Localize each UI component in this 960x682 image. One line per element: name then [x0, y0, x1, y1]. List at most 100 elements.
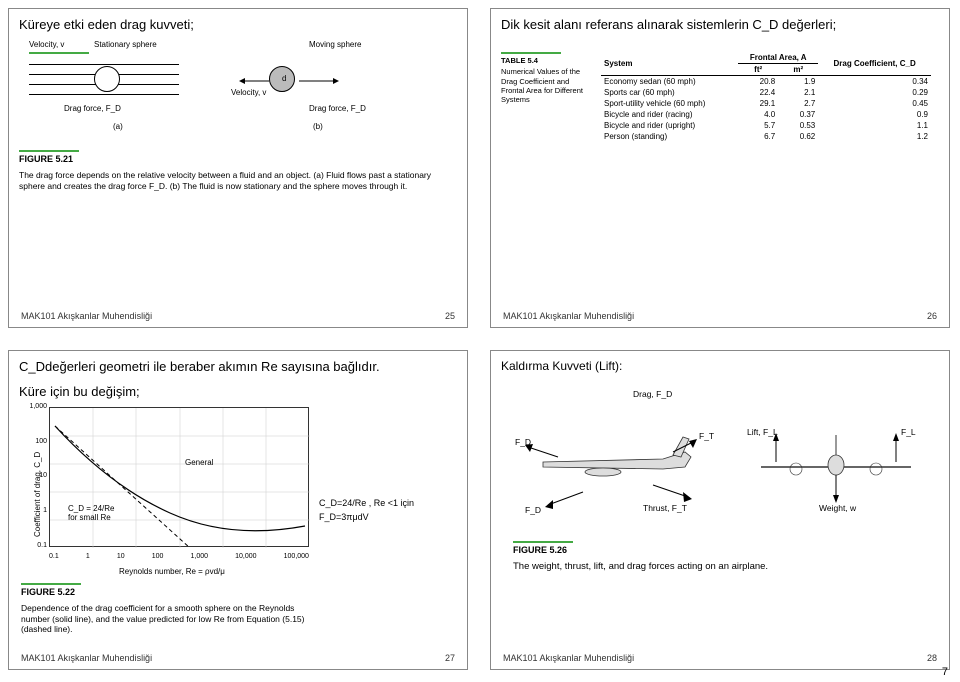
figure526-caption: The weight, thrust, lift, and drag force… — [513, 561, 939, 573]
x-tick: 10 — [117, 553, 125, 560]
y-tick: 100 — [21, 438, 47, 445]
plane-side: Drag, F_D F_D F_T F_D Thrust, F_T — [513, 397, 723, 527]
cell-m2: 0.53 — [778, 120, 818, 131]
footer-text-28: MAK101 Akışkanlar Muhendisliği — [503, 653, 634, 663]
figure526-label: FIGURE 5.26 — [513, 545, 567, 555]
y-tick: 1 — [21, 507, 47, 514]
slide-28: Kaldırma Kuvveti (Lift): Drag, F_D F_D — [490, 350, 950, 670]
th-cd: Drag Coefficient, C_D — [818, 52, 931, 76]
arrow-velocity-icon — [239, 78, 269, 84]
formula-fd: F_D=3πμdV — [319, 511, 414, 525]
slide26-footer: MAK101 Akışkanlar Muhendisliği 26 — [503, 311, 937, 321]
figure521-caption: The drag force depends on the relative v… — [19, 170, 457, 191]
ft-right: F_T — [699, 431, 714, 441]
formula-cd: C_D=24/Re , Re <1 için — [319, 497, 414, 511]
plane-front: Lift, F_L F_L Weight, w — [741, 397, 931, 527]
x-tick: 0.1 — [49, 553, 59, 560]
table-row: Economy sedan (60 mph)20.81.90.34 — [601, 75, 931, 87]
drag-diagram: Velocity, v Stationary sphere Drag force… — [29, 42, 457, 132]
th-system: System — [601, 52, 738, 76]
stationary-label: Stationary sphere — [94, 40, 157, 49]
table-row: Sports car (60 mph)22.42.10.29 — [601, 87, 931, 98]
drag-force-b: Drag force, F_D — [309, 104, 366, 113]
slide-26: Dik kesit alanı referans alınarak sistem… — [490, 8, 950, 328]
y-tick: 1,000 — [21, 403, 47, 410]
drag-label: Drag, F_D — [633, 389, 672, 399]
fd-bottom: F_D — [525, 505, 541, 515]
cell-cd: 0.34 — [818, 75, 931, 87]
legend-lowre: C_D = 24/Re for small Re — [68, 504, 114, 522]
cell-system: Sports car (60 mph) — [601, 87, 738, 98]
footer-text-27: MAK101 Akışkanlar Muhendisliği — [21, 653, 152, 663]
cell-ft2: 4.0 — [738, 109, 778, 120]
part-b-label: (b) — [313, 122, 323, 131]
table54-text: Numerical Values of the Drag Coefficient… — [501, 67, 583, 104]
velocity-b: Velocity, v — [231, 88, 266, 97]
footer-text-26: MAK101 Akışkanlar Muhendisliği — [503, 311, 634, 321]
cell-m2: 1.9 — [778, 75, 818, 87]
cell-cd: 0.45 — [818, 98, 931, 109]
cell-cd: 1.1 — [818, 120, 931, 131]
x-tick: 100 — [152, 553, 164, 560]
slide25-num: 25 — [445, 311, 455, 321]
weight-label: Weight, w — [819, 503, 856, 513]
th-ft2: ft² — [738, 63, 778, 75]
part-a-label: (a) — [113, 122, 123, 131]
cell-system: Person (standing) — [601, 131, 738, 142]
thrust-label: Thrust, F_T — [643, 503, 687, 513]
table-row: Bicycle and rider (upright)5.70.531.1 — [601, 120, 931, 131]
slide28-title: Kaldırma Kuvveti (Lift): — [501, 359, 939, 373]
slide26-title: Dik kesit alanı referans alınarak sistem… — [501, 17, 939, 34]
cell-system: Economy sedan (60 mph) — [601, 75, 738, 87]
fl-label: F_L — [901, 427, 916, 437]
slide27-title: C_Ddeğerleri geometri ile beraber akımın… — [19, 359, 457, 376]
cell-m2: 2.1 — [778, 87, 818, 98]
drag-force-a: Drag force, F_D — [64, 104, 121, 113]
cell-ft2: 29.1 — [738, 98, 778, 109]
cell-system: Bicycle and rider (racing) — [601, 109, 738, 120]
page-number: 7 — [924, 666, 948, 678]
cell-ft2: 22.4 — [738, 87, 778, 98]
cd-re-chart: General C_D = 24/Re for small Re — [49, 407, 309, 547]
chart-svg — [50, 408, 310, 548]
cell-cd: 1.2 — [818, 131, 931, 142]
cell-system: Sport-utility vehicle (60 mph) — [601, 98, 738, 109]
table-row: Person (standing)6.70.621.2 — [601, 131, 931, 142]
th-frontal: Frontal Area, A — [738, 52, 818, 64]
x-axis-label: Reynolds number, Re = ρvd/μ — [119, 567, 225, 576]
legend-general: General — [185, 458, 213, 467]
moving-sphere-box: Moving sphere d Velocity, v Drag force, … — [229, 42, 409, 132]
fd-left: F_D — [515, 437, 531, 447]
cell-ft2: 6.7 — [738, 131, 778, 142]
moving-label: Moving sphere — [309, 40, 361, 49]
cell-ft2: 5.7 — [738, 120, 778, 131]
table54: TABLE 5.4 Numerical Values of the Drag C… — [501, 52, 939, 142]
cell-ft2: 20.8 — [738, 75, 778, 87]
x-ticks: 0.11101001,00010,000100,000 — [49, 553, 309, 560]
table54-label: TABLE 5.4 — [501, 56, 591, 65]
cell-m2: 0.62 — [778, 131, 818, 142]
velocity-label-a: Velocity, v — [29, 40, 64, 49]
slide27-num: 27 — [445, 653, 455, 663]
figure522-caption: Dependence of the drag coefficient for a… — [21, 603, 321, 635]
figure522-label: FIGURE 5.22 — [21, 587, 75, 597]
cell-cd: 0.29 — [818, 87, 931, 98]
x-tick: 100,000 — [284, 553, 309, 560]
airplane-diagram: Drag, F_D F_D F_T F_D Thrust, F_T — [513, 397, 939, 527]
y-ticks: 0.11101001,000 — [21, 403, 47, 549]
lift-label: Lift, F_L — [747, 427, 778, 437]
arrow-drag-icon — [299, 78, 339, 84]
slide28-num: 28 — [927, 653, 937, 663]
x-tick: 10,000 — [235, 553, 256, 560]
plane-side-icon — [513, 397, 723, 527]
slide28-footer: MAK101 Akışkanlar Muhendisliği 28 — [503, 653, 937, 663]
x-tick: 1 — [86, 553, 90, 560]
table54-desc: TABLE 5.4 Numerical Values of the Drag C… — [501, 52, 591, 142]
slide27-subtitle: Küre için bu değişim; — [19, 384, 457, 399]
table54-data: System Frontal Area, A Drag Coefficient,… — [601, 52, 931, 142]
cell-cd: 0.9 — [818, 109, 931, 120]
footer-text: MAK101 Akışkanlar Muhendisliği — [21, 311, 152, 321]
cell-system: Bicycle and rider (upright) — [601, 120, 738, 131]
slide27-footer: MAK101 Akışkanlar Muhendisliği 27 — [21, 653, 455, 663]
formulas: C_D=24/Re , Re <1 için F_D=3πμdV — [319, 497, 414, 524]
